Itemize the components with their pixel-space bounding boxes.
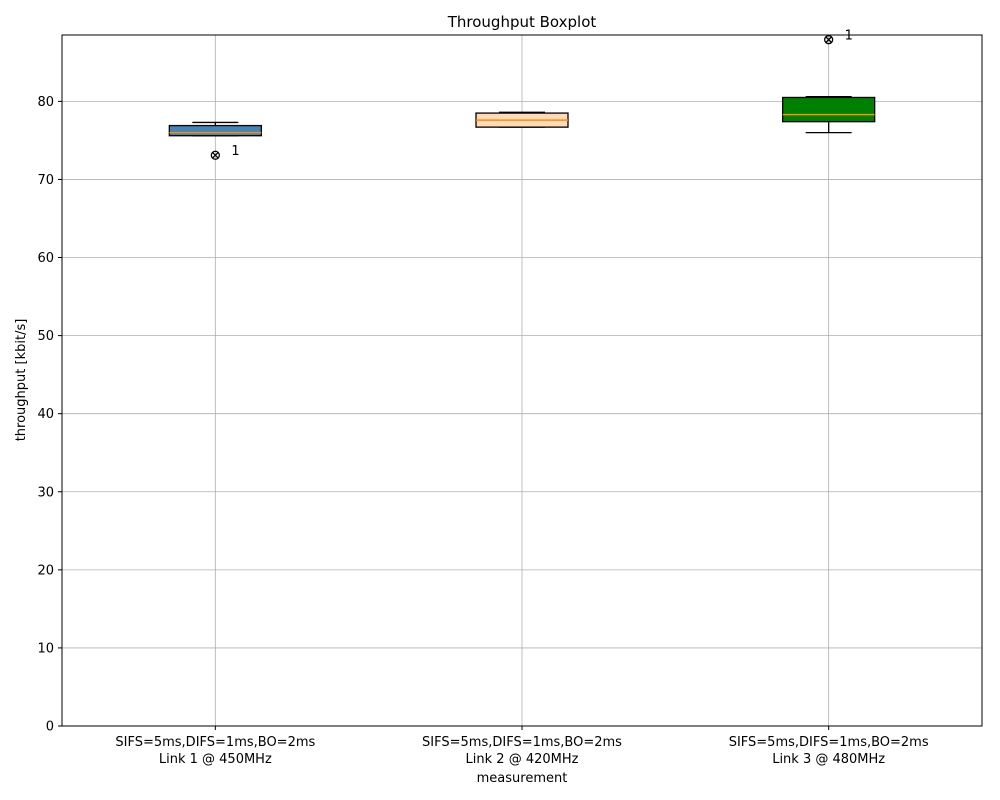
x-tick-label: Link 3 @ 480MHz xyxy=(772,752,885,767)
outlier-marker xyxy=(824,35,834,45)
box-3: 1 xyxy=(782,29,876,134)
x-tick-label: SIFS=5ms,DIFS=1ms,BO=2ms xyxy=(115,735,315,750)
x-tick-label: Link 2 @ 420MHz xyxy=(466,752,579,767)
outlier-label: 1 xyxy=(845,29,853,44)
y-tick-label: 50 xyxy=(37,329,54,344)
y-tick-label: 40 xyxy=(37,407,54,422)
chart-title: Throughput Boxplot xyxy=(447,13,597,31)
box-1: 1 xyxy=(168,121,262,160)
x-axis-ticks: SIFS=5ms,DIFS=1ms,BO=2ms Link 1 @ 450MHz S… xyxy=(115,726,929,767)
y-tick-label: 20 xyxy=(37,563,54,578)
y-tick-label: 80 xyxy=(37,95,54,110)
y-tick-label: 70 xyxy=(37,173,54,188)
x-tick-label: Link 1 @ 450MHz xyxy=(159,752,272,767)
x-tick-label: SIFS=5ms,DIFS=1ms,BO=2ms xyxy=(422,735,622,750)
box-2 xyxy=(475,111,569,128)
grid-lines xyxy=(62,35,982,727)
box-body xyxy=(168,124,262,137)
y-tick-label: 10 xyxy=(37,641,54,656)
x-tick-label: SIFS=5ms,DIFS=1ms,BO=2ms xyxy=(729,735,929,750)
x-axis-label: measurement xyxy=(477,771,568,786)
box-body xyxy=(782,96,876,123)
y-axis-ticks: 0 10 20 30 40 50 60 70 80 xyxy=(37,95,62,735)
outlier-marker xyxy=(210,150,220,160)
boxes: 11 xyxy=(168,29,876,160)
y-tick-label: 60 xyxy=(37,251,54,266)
y-tick-label: 0 xyxy=(46,720,54,735)
outlier-label: 1 xyxy=(231,144,239,159)
y-axis-label: throughput [kbit/s] xyxy=(14,319,29,442)
y-tick-label: 30 xyxy=(37,485,54,500)
